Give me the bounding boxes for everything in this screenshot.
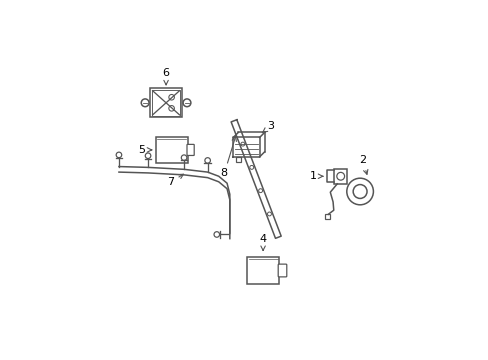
Bar: [246, 257, 279, 284]
Bar: [155, 137, 187, 163]
Text: 8: 8: [220, 136, 236, 179]
Text: 6: 6: [162, 68, 169, 85]
Text: 2: 2: [359, 155, 367, 174]
Bar: [325, 214, 330, 219]
Bar: [235, 157, 241, 162]
Text: 3: 3: [262, 121, 274, 133]
Text: 5: 5: [138, 145, 151, 155]
Bar: [150, 88, 182, 117]
Bar: [334, 168, 346, 184]
Text: 7: 7: [166, 174, 183, 187]
Text: 1: 1: [309, 171, 323, 181]
Bar: [151, 90, 180, 116]
FancyBboxPatch shape: [278, 264, 286, 277]
Text: 4: 4: [259, 234, 266, 251]
FancyBboxPatch shape: [186, 144, 194, 156]
